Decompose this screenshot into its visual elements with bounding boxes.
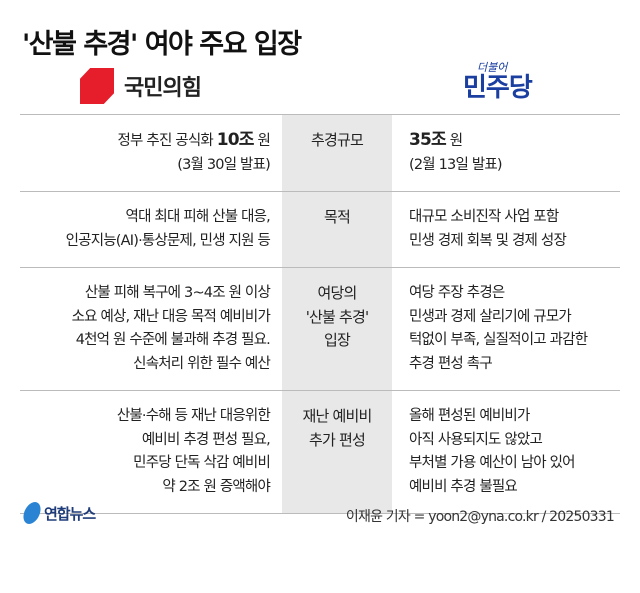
topic-cell: 여당의 '산불 추경' 입장 (282, 268, 392, 390)
yonhap-logo: 연합뉴스 (21, 502, 96, 524)
table-row: 정부 추진 공식화 10조 원 (3월 30일 발표) 추경규모 35조 원 (… (20, 115, 620, 192)
right-cell: 올해 편성된 예비비가 아직 사용되지도 않았고 부처별 가용 예산이 남아 있… (409, 408, 576, 495)
ppp-name: 국민의힘 (124, 76, 202, 101)
left-cell: 역대 최대 피해 산불 대응, 인공지능(AI)·통상문제, 민생 지원 등 (65, 209, 271, 249)
right-cell: 여당 주장 추경은 민생과 경제 살리기에 규모가 턱없이 부족, 실질적이고 … (409, 285, 588, 372)
left-cell: 정부 추진 공식화 10조 원 (3월 30일 발표) (20, 115, 282, 191)
topic-cell: 재난 예비비 추가 편성 (282, 391, 392, 513)
dp-prefix: 더불어 (477, 61, 508, 74)
table-row: 역대 최대 피해 산불 대응, 인공지능(AI)·통상문제, 민생 지원 등 목… (20, 192, 620, 268)
credit-line: 이재윤 기자 = yoon2@yna.co.kr / 20250331 (345, 509, 615, 525)
dp-logo: 더불어 민주당 (463, 61, 533, 103)
topic-cell: 목적 (282, 192, 392, 267)
left-cell: 산불·수해 등 재난 대응위한 예비비 추경 편성 필요, 민주당 단독 삭감 … (116, 408, 271, 495)
yonhap-name: 연합뉴스 (44, 504, 96, 523)
ppp-logo-mark (80, 68, 114, 104)
table-row: 산불·수해 등 재난 대응위한 예비비 추경 편성 필요, 민주당 단독 삭감 … (20, 391, 620, 514)
table-row: 산불 피해 복구에 3~4조 원 이상 소요 예상, 재난 대응 목적 예비비가… (20, 268, 620, 391)
page-title: '산불 추경' 여야 주요 입장 (22, 29, 302, 60)
right-amount: 35조 (409, 130, 447, 150)
right-text: 원 (2월 13일 발표) (409, 133, 503, 173)
yonhap-logo-mark (21, 502, 43, 524)
left-cell: 산불 피해 복구에 3~4조 원 이상 소요 예상, 재난 대응 목적 예비비가… (71, 285, 271, 372)
topic-cell: 추경규모 (282, 115, 392, 191)
left-text: 정부 추진 공식화 (117, 133, 217, 149)
right-cell: 35조 원 (2월 13일 발표) (392, 115, 620, 191)
dp-name: 민주당 (463, 73, 533, 103)
left-amount: 10조 (216, 130, 255, 150)
comparison-table: 정부 추진 공식화 10조 원 (3월 30일 발표) 추경규모 35조 원 (… (20, 114, 620, 514)
ppp-logo: 국민의힘 (80, 68, 202, 104)
right-cell: 대규모 소비진작 사업 포함 민생 경제 회복 및 경제 성장 (409, 209, 567, 249)
left-text: 원 (3월 30일 발표) (177, 133, 271, 173)
